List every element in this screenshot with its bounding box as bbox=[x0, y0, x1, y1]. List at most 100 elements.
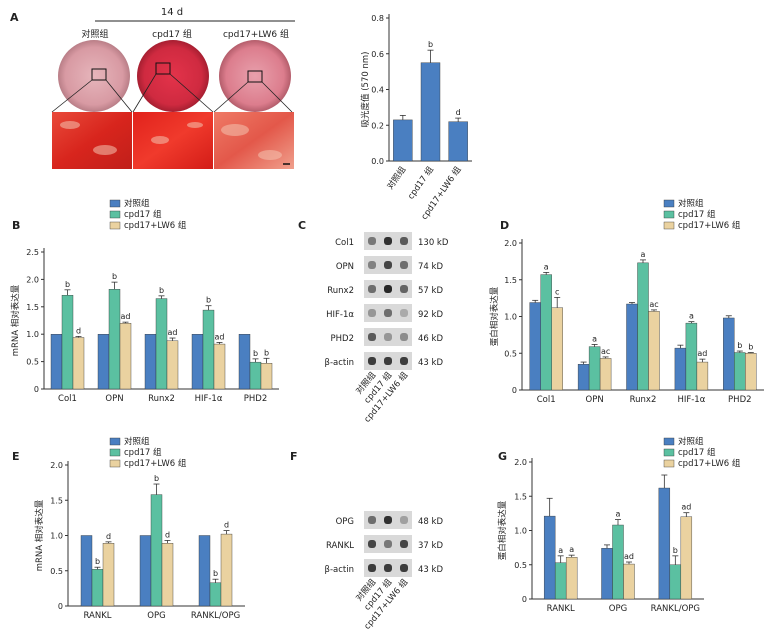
panel-letter-b: B bbox=[12, 219, 20, 232]
y-tick-label: 0.5 bbox=[514, 561, 527, 570]
y-tick-label: 0.4 bbox=[371, 86, 384, 95]
zoom-box-cpd17 bbox=[155, 62, 171, 75]
legend-label: cpd17 组 bbox=[678, 209, 716, 220]
bar bbox=[745, 353, 757, 391]
blot-band bbox=[384, 261, 392, 269]
y-axis-label: mRNA 相对表达量 bbox=[10, 284, 21, 356]
panel-letter-g: G bbox=[498, 450, 507, 463]
y-tick-label: 0 bbox=[58, 602, 63, 611]
legend-swatch bbox=[663, 199, 675, 208]
y-axis-label: mRNA 相对表达量 bbox=[34, 499, 45, 571]
significance-label: d bbox=[165, 530, 170, 539]
bar bbox=[202, 309, 215, 390]
y-tick-label: 2.0 bbox=[26, 275, 39, 284]
blot-band bbox=[368, 309, 376, 317]
x-tick-label: RANKL bbox=[83, 611, 111, 621]
chart-mrna-rankl-opg: 0 0.5 1.0 1.5 2.0 mRNA 相对表达量 b d RANKL b d OPG b d RAN… bbox=[34, 461, 245, 621]
significance-label: ad bbox=[121, 312, 131, 321]
blot-band bbox=[400, 309, 408, 317]
blot-band bbox=[400, 540, 408, 548]
significance-label: a bbox=[616, 510, 621, 519]
x-tick-label: Col1 bbox=[58, 394, 77, 404]
x-tick-label: OPG bbox=[147, 611, 165, 621]
legend-label: cpd17 组 bbox=[124, 209, 162, 220]
bar bbox=[191, 334, 204, 390]
legend-label: 对照组 bbox=[124, 436, 150, 447]
blot-size-label: 37 kD bbox=[418, 541, 443, 551]
significance-label: b bbox=[206, 296, 211, 305]
blot-size-label: 43 kD bbox=[418, 358, 443, 368]
panel-letter-e: E bbox=[12, 450, 20, 463]
significance-label: b bbox=[253, 349, 258, 358]
x-tick-label: Col1 bbox=[537, 395, 556, 405]
blot-size-label: 74 kD bbox=[418, 262, 443, 272]
bar bbox=[674, 347, 687, 391]
panel-letter-f: F bbox=[290, 450, 298, 463]
y-tick-label: 1.5 bbox=[26, 303, 39, 312]
significance-label: ad bbox=[681, 503, 691, 512]
blot-band bbox=[384, 540, 392, 548]
y-tick-label: 0.5 bbox=[26, 358, 39, 367]
chart-mrna-osteogenic: 0 0.5 1.0 1.5 2.0 2.5 mRNA 相对表达量 b d Col1 b ad OPN b a… bbox=[10, 248, 279, 404]
blot-protein-label: OPN bbox=[336, 262, 354, 272]
blot-band bbox=[384, 285, 392, 293]
bar bbox=[543, 515, 556, 600]
legend-swatch bbox=[663, 459, 675, 468]
y-tick-label: 1.0 bbox=[26, 330, 39, 339]
bar bbox=[249, 361, 262, 390]
legend-swatch bbox=[109, 448, 121, 457]
blot-band bbox=[368, 237, 376, 245]
bar bbox=[260, 363, 273, 390]
significance-label: d bbox=[456, 108, 461, 117]
bar bbox=[648, 311, 660, 391]
zoom-box-control bbox=[91, 68, 107, 81]
blot-band bbox=[400, 261, 408, 269]
significance-label: b bbox=[95, 557, 100, 566]
y-tick-label: 2.0 bbox=[514, 458, 527, 467]
blot-protein-label: β-actin bbox=[325, 358, 354, 368]
y-tick-label: 2.5 bbox=[26, 248, 39, 257]
legend-label: cpd17 组 bbox=[124, 447, 162, 458]
legend-swatch bbox=[109, 459, 121, 468]
y-tick-label: 0 bbox=[512, 386, 517, 395]
x-tick-label: PHD2 bbox=[244, 394, 267, 404]
bar bbox=[144, 334, 157, 390]
zoom-lines bbox=[51, 73, 293, 113]
x-tick-label: OPN bbox=[105, 394, 123, 404]
bar bbox=[601, 548, 613, 600]
bar bbox=[551, 307, 563, 391]
bar bbox=[669, 564, 682, 600]
blot-protein-label: HIF-1α bbox=[326, 310, 354, 320]
legend-swatch bbox=[109, 199, 121, 208]
x-tick-label: RANKL bbox=[547, 604, 575, 614]
bar bbox=[623, 563, 635, 600]
blot-band bbox=[400, 564, 408, 572]
y-tick-label: 1.0 bbox=[50, 532, 63, 541]
significance-label: b bbox=[65, 280, 70, 289]
y-axis-label: 蛋白相对表达量 bbox=[489, 286, 500, 346]
blot-protein-label: PHD2 bbox=[331, 334, 354, 344]
y-axis-label: 吸光度值 (570 nm) bbox=[360, 52, 371, 128]
group-label-cpd17-lw6: cpd17+LW6 组 bbox=[223, 28, 289, 40]
legend-swatch bbox=[663, 437, 675, 446]
blot-protein-label: OPG bbox=[336, 517, 354, 527]
blot-band bbox=[384, 516, 392, 524]
significance-label: a bbox=[641, 250, 646, 259]
blot-protein-label: RANKL bbox=[326, 541, 354, 551]
panel-letter-c: C bbox=[298, 219, 306, 232]
bar bbox=[599, 358, 612, 391]
significance-label: ac bbox=[649, 300, 658, 309]
blot-band bbox=[368, 564, 376, 572]
blot-size-label: 48 kD bbox=[418, 517, 443, 527]
bar bbox=[50, 334, 63, 390]
legend-swatch bbox=[109, 221, 121, 230]
x-tick-label: RANKL/OPG bbox=[651, 604, 700, 614]
blot-size-label: 57 kD bbox=[418, 286, 443, 296]
legend-label: 对照组 bbox=[678, 436, 704, 447]
significance-label: d bbox=[224, 521, 229, 530]
blot-band bbox=[400, 237, 408, 245]
bar bbox=[155, 298, 168, 390]
zoom-box-cpd17-lw6 bbox=[247, 70, 263, 83]
